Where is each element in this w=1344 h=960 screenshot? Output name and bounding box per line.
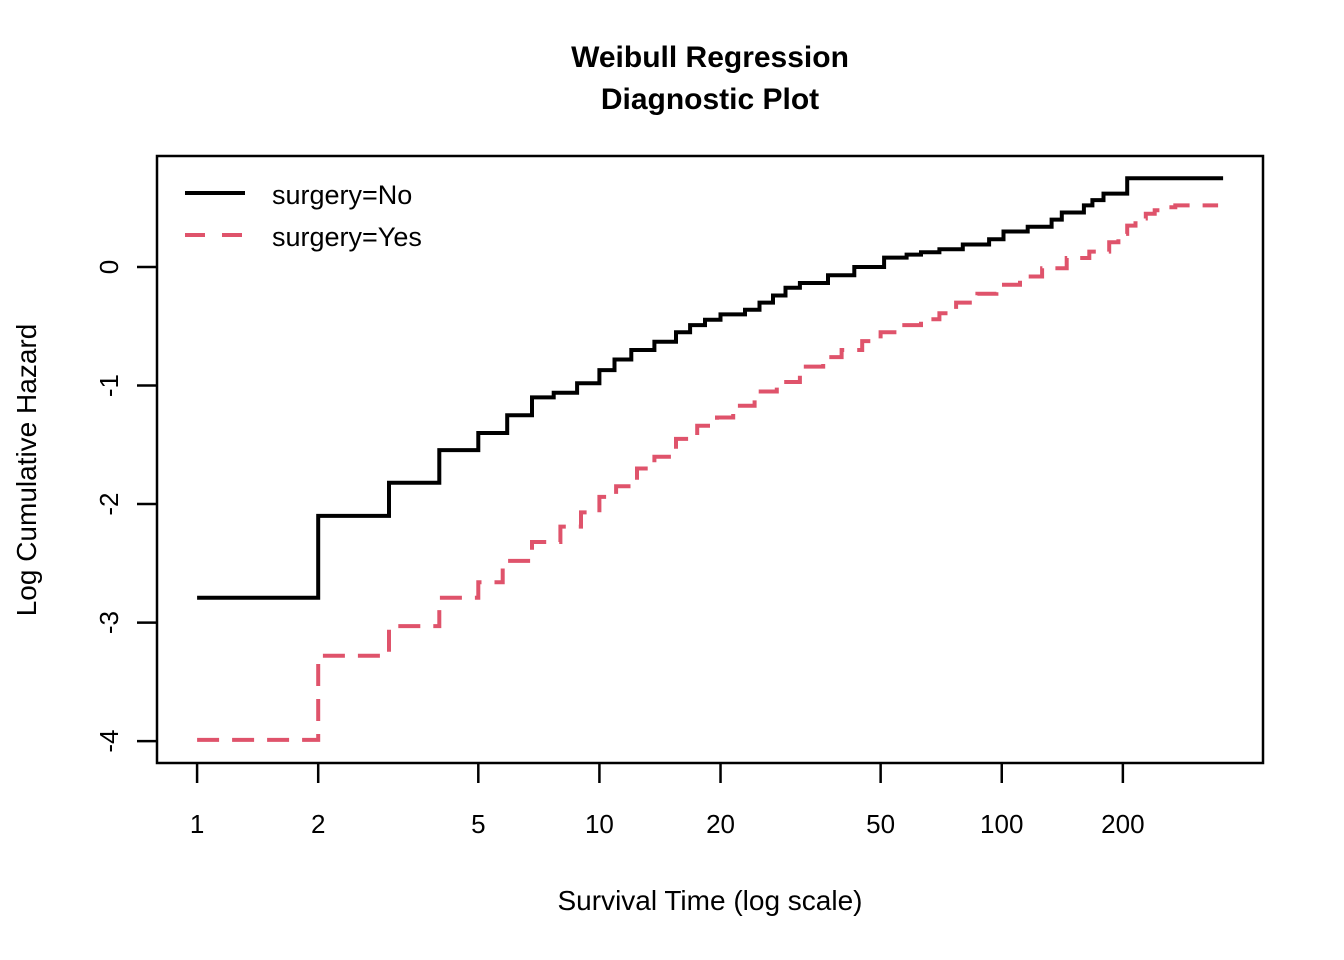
chart-title-line2: Diagnostic Plot (601, 83, 819, 116)
chart-title-line1: Weibull Regression (571, 41, 849, 74)
curve-surgery-yes (197, 203, 1219, 742)
y-tick-label: -4 (94, 730, 124, 753)
x-axis-title: Survival Time (log scale) (558, 885, 863, 916)
plot-render-layer: 1 2 5 10 20 50 100 200 0 -1 -2 -3 -4 (94, 154, 1265, 839)
legend-label-surgery-yes: surgery=Yes (272, 222, 422, 252)
curve-surgery-no (197, 176, 1224, 600)
legend-label-surgery-no: surgery=No (272, 180, 412, 210)
x-tick-label: 50 (866, 809, 895, 839)
y-tick-label: -2 (94, 492, 124, 515)
x-tick-label: 1 (190, 809, 204, 839)
x-tick-label: 2 (311, 809, 325, 839)
x-tick-label: 5 (471, 809, 485, 839)
y-tick-label: 0 (94, 260, 124, 274)
y-axis-title: Log Cumulative Hazard (11, 324, 42, 617)
y-tick-label: -3 (94, 611, 124, 634)
y-tick-label: -1 (94, 374, 124, 397)
x-tick-label: 200 (1101, 809, 1144, 839)
x-tick-label: 100 (980, 809, 1023, 839)
x-tick-label: 20 (706, 809, 735, 839)
x-tick-label: 10 (585, 809, 614, 839)
plot-border (155, 154, 1265, 765)
